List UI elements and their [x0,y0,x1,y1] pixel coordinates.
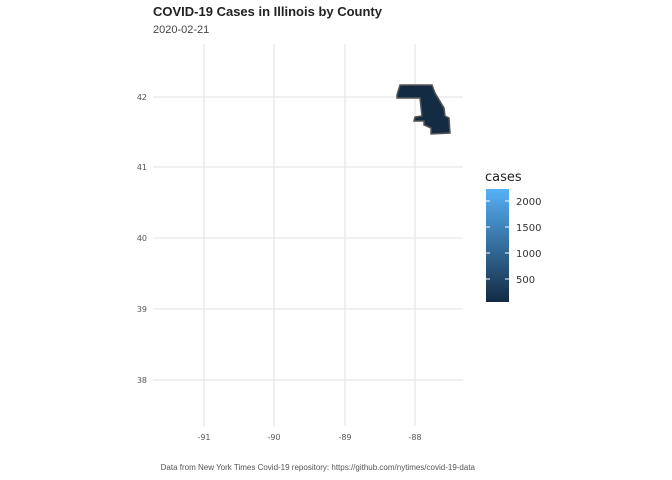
x-gridlines [203,44,416,426]
y-tick-label: 41 [137,163,147,172]
legend-tick-label: 1500 [516,223,541,234]
y-tick-label: 39 [137,305,147,314]
y-tick-label: 42 [137,93,147,102]
chart-title: COVID-19 Cases in Illinois by County [153,4,382,19]
x-tick-label: -91 [197,433,210,442]
x-tick-label: -89 [338,433,351,442]
chart-caption: Data from New York Times Covid-19 reposi… [160,463,475,472]
y-tick-label: 38 [137,376,147,385]
legend-tick-label: 500 [516,275,535,286]
legend-title: cases [485,170,522,185]
legend-tick-label: 1000 [516,249,541,260]
x-tick-label: -88 [408,433,421,442]
y-tick-label: 40 [137,234,147,243]
x-tick-label: -90 [267,433,280,442]
chart-subtitle: 2020-02-21 [153,24,210,36]
legend-colorbar [486,189,509,302]
county-region-cook[interactable] [396,84,451,135]
legend-tick-label: 2000 [516,197,541,208]
y-gridlines [153,96,463,381]
legend: cases 2000 1500 1000 500 [485,170,541,302]
